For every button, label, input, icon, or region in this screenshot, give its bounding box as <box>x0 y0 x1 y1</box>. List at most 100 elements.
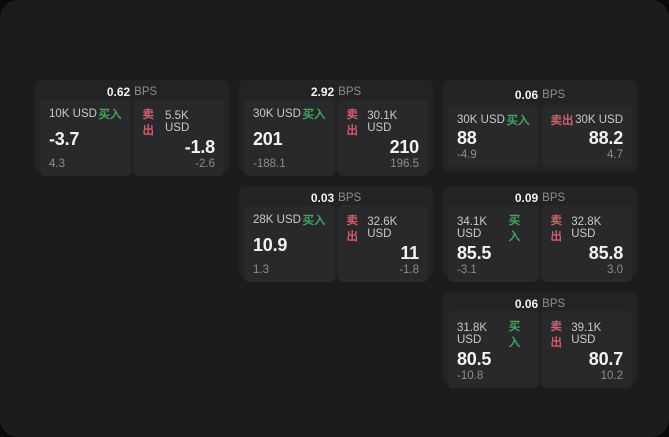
buy-delta: 4.3 <box>49 157 65 170</box>
bps-unit-label: BPS <box>542 89 566 101</box>
bps-value: 0.09 <box>514 191 539 205</box>
sell-tile-header: 卖出 5.5K USD <box>143 106 216 138</box>
buy-size: 10K USD <box>49 108 97 120</box>
buy-delta: -188.1 <box>253 157 286 170</box>
sell-price: 80.7 <box>588 349 623 369</box>
sell-delta: 4.7 <box>607 148 623 161</box>
buy-price: 10.9 <box>253 235 288 255</box>
quote-card: 0.62 BPS 10K USD 买入 -3.7 4.3 卖出 5.5K USD… <box>35 80 229 176</box>
sell-quote-tile[interactable]: 卖出 30.1K USD 210 196.5 <box>337 99 428 176</box>
bps-unit-label: BPS <box>338 86 362 98</box>
sell-quote-tile[interactable]: 卖出 5.5K USD -1.8 -2.6 <box>133 99 224 176</box>
quote-tiles: 30K USD 买入 201 -188.1 卖出 30.1K USD 210 1… <box>244 99 428 176</box>
card-header: 0.06 BPS <box>448 85 632 105</box>
buy-delta: 1.3 <box>253 263 269 276</box>
buy-size: 34.1K USD <box>457 216 488 240</box>
buy-tile-header: 30K USD 买入 <box>457 112 530 128</box>
bps-value: 0.03 <box>310 191 335 205</box>
sell-price: 85.8 <box>588 243 623 263</box>
sell-delta: -1.8 <box>399 263 419 276</box>
sell-size: 32.6K USD <box>367 216 398 240</box>
buy-tile-header: 31.8K USD 买入 <box>457 318 530 350</box>
buy-size: 30K USD <box>457 114 505 126</box>
buy-side-label: 买入 <box>506 115 530 127</box>
bps-value: 0.62 <box>106 85 131 99</box>
buy-size: 31.8K USD <box>457 322 488 346</box>
sell-price: 88.2 <box>588 127 623 148</box>
sell-delta: -2.6 <box>195 157 215 170</box>
buy-size: 30K USD <box>253 108 301 120</box>
buy-delta: -4.9 <box>457 148 477 161</box>
quote-tiles: 28K USD 买入 10.9 1.3 卖出 32.6K USD 11 -1.8 <box>244 205 428 282</box>
buy-price: 85.5 <box>457 243 492 263</box>
quote-tiles: 31.8K USD 买入 80.5 -10.8 卖出 39.1K USD 80.… <box>448 311 632 388</box>
sell-size: 30K USD <box>575 114 623 126</box>
sell-price: 11 <box>400 243 419 263</box>
sell-delta: 10.2 <box>600 369 623 382</box>
card-header: 0.62 BPS <box>40 85 224 99</box>
buy-quote-tile[interactable]: 28K USD 买入 10.9 1.3 <box>244 205 335 282</box>
card-header: 2.92 BPS <box>244 85 428 99</box>
quote-tiles: 30K USD 买入 88 -4.9 卖出 30K USD 88.2 4.7 <box>448 105 632 167</box>
quote-card: 0.06 BPS 31.8K USD 买入 80.5 -10.8 卖出 39.1… <box>443 292 637 388</box>
buy-tile-header: 30K USD 买入 <box>253 106 326 122</box>
buy-quote-tile[interactable]: 30K USD 买入 88 -4.9 <box>448 105 539 167</box>
quote-tiles: 34.1K USD 买入 85.5 -3.1 卖出 32.8K USD 85.8… <box>448 205 632 282</box>
buy-size: 28K USD <box>253 214 301 226</box>
card-header: 0.06 BPS <box>448 297 632 311</box>
buy-quote-tile[interactable]: 10K USD 买入 -3.7 4.3 <box>40 99 131 176</box>
buy-price: 80.5 <box>457 349 492 369</box>
buy-quote-tile[interactable]: 31.8K USD 买入 80.5 -10.8 <box>448 311 539 388</box>
bps-value: 2.92 <box>310 85 335 99</box>
sell-quote-tile[interactable]: 卖出 32.6K USD 11 -1.8 <box>337 205 428 282</box>
sell-size: 32.8K USD <box>571 216 602 240</box>
sell-side-label: 卖出 <box>550 115 574 127</box>
sell-price: 210 <box>389 137 420 157</box>
buy-price: 201 <box>253 129 283 149</box>
buy-quote-tile[interactable]: 30K USD 买入 201 -188.1 <box>244 99 335 176</box>
sell-side-label: 卖出 <box>346 215 359 243</box>
sell-tile-header: 卖出 32.6K USD <box>347 212 420 244</box>
sell-price: -1.8 <box>184 137 215 157</box>
buy-tile-header: 34.1K USD 买入 <box>457 212 530 244</box>
quote-card: 0.03 BPS 28K USD 买入 10.9 1.3 卖出 32.6K US… <box>239 186 433 282</box>
quote-card: 0.09 BPS 34.1K USD 买入 85.5 -3.1 卖出 32.8K… <box>443 186 637 282</box>
sell-quote-tile[interactable]: 卖出 39.1K USD 80.7 10.2 <box>541 311 632 388</box>
buy-quote-tile[interactable]: 34.1K USD 买入 85.5 -3.1 <box>448 205 539 282</box>
quote-card-grid: 0.62 BPS 10K USD 买入 -3.7 4.3 卖出 5.5K USD… <box>35 80 637 388</box>
buy-price: 88 <box>457 127 477 148</box>
buy-tile-header: 10K USD 买入 <box>49 106 122 122</box>
sell-tile-header: 卖出 30K USD <box>551 112 624 128</box>
quote-card: 0.06 BPS 30K USD 买入 88 -4.9 卖出 30K USD 8… <box>443 80 637 172</box>
sell-delta: 3.0 <box>607 263 623 276</box>
buy-delta: -10.8 <box>457 369 484 382</box>
quote-tiles: 10K USD 买入 -3.7 4.3 卖出 5.5K USD -1.8 -2.… <box>40 99 224 176</box>
buy-tile-header: 28K USD 买入 <box>253 212 326 228</box>
bps-unit-label: BPS <box>134 86 158 98</box>
quote-card: 2.92 BPS 30K USD 买入 201 -188.1 卖出 30.1K … <box>239 80 433 176</box>
bps-value: 0.06 <box>514 297 539 311</box>
buy-side-label: 买入 <box>508 321 521 349</box>
sell-quote-tile[interactable]: 卖出 30K USD 88.2 4.7 <box>541 105 632 167</box>
sell-tile-header: 卖出 30.1K USD <box>347 106 420 138</box>
sell-side-label: 卖出 <box>346 109 359 137</box>
buy-side-label: 买入 <box>302 215 326 227</box>
sell-tile-header: 卖出 32.8K USD <box>551 212 624 244</box>
card-header: 0.09 BPS <box>448 191 632 205</box>
card-header: 0.03 BPS <box>244 191 428 205</box>
sell-side-label: 卖出 <box>550 321 563 349</box>
sell-size: 39.1K USD <box>571 322 602 346</box>
sell-side-label: 卖出 <box>550 215 563 243</box>
bps-unit-label: BPS <box>542 298 566 310</box>
bps-unit-label: BPS <box>542 192 566 204</box>
sell-size: 30.1K USD <box>367 110 398 134</box>
buy-side-label: 买入 <box>98 109 122 121</box>
bps-value: 0.06 <box>514 88 539 102</box>
sell-tile-header: 卖出 39.1K USD <box>551 318 624 350</box>
buy-side-label: 买入 <box>302 109 326 121</box>
buy-side-label: 买入 <box>508 215 521 243</box>
sell-quote-tile[interactable]: 卖出 32.8K USD 85.8 3.0 <box>541 205 632 282</box>
sell-side-label: 卖出 <box>142 109 155 137</box>
buy-price: -3.7 <box>49 129 80 149</box>
